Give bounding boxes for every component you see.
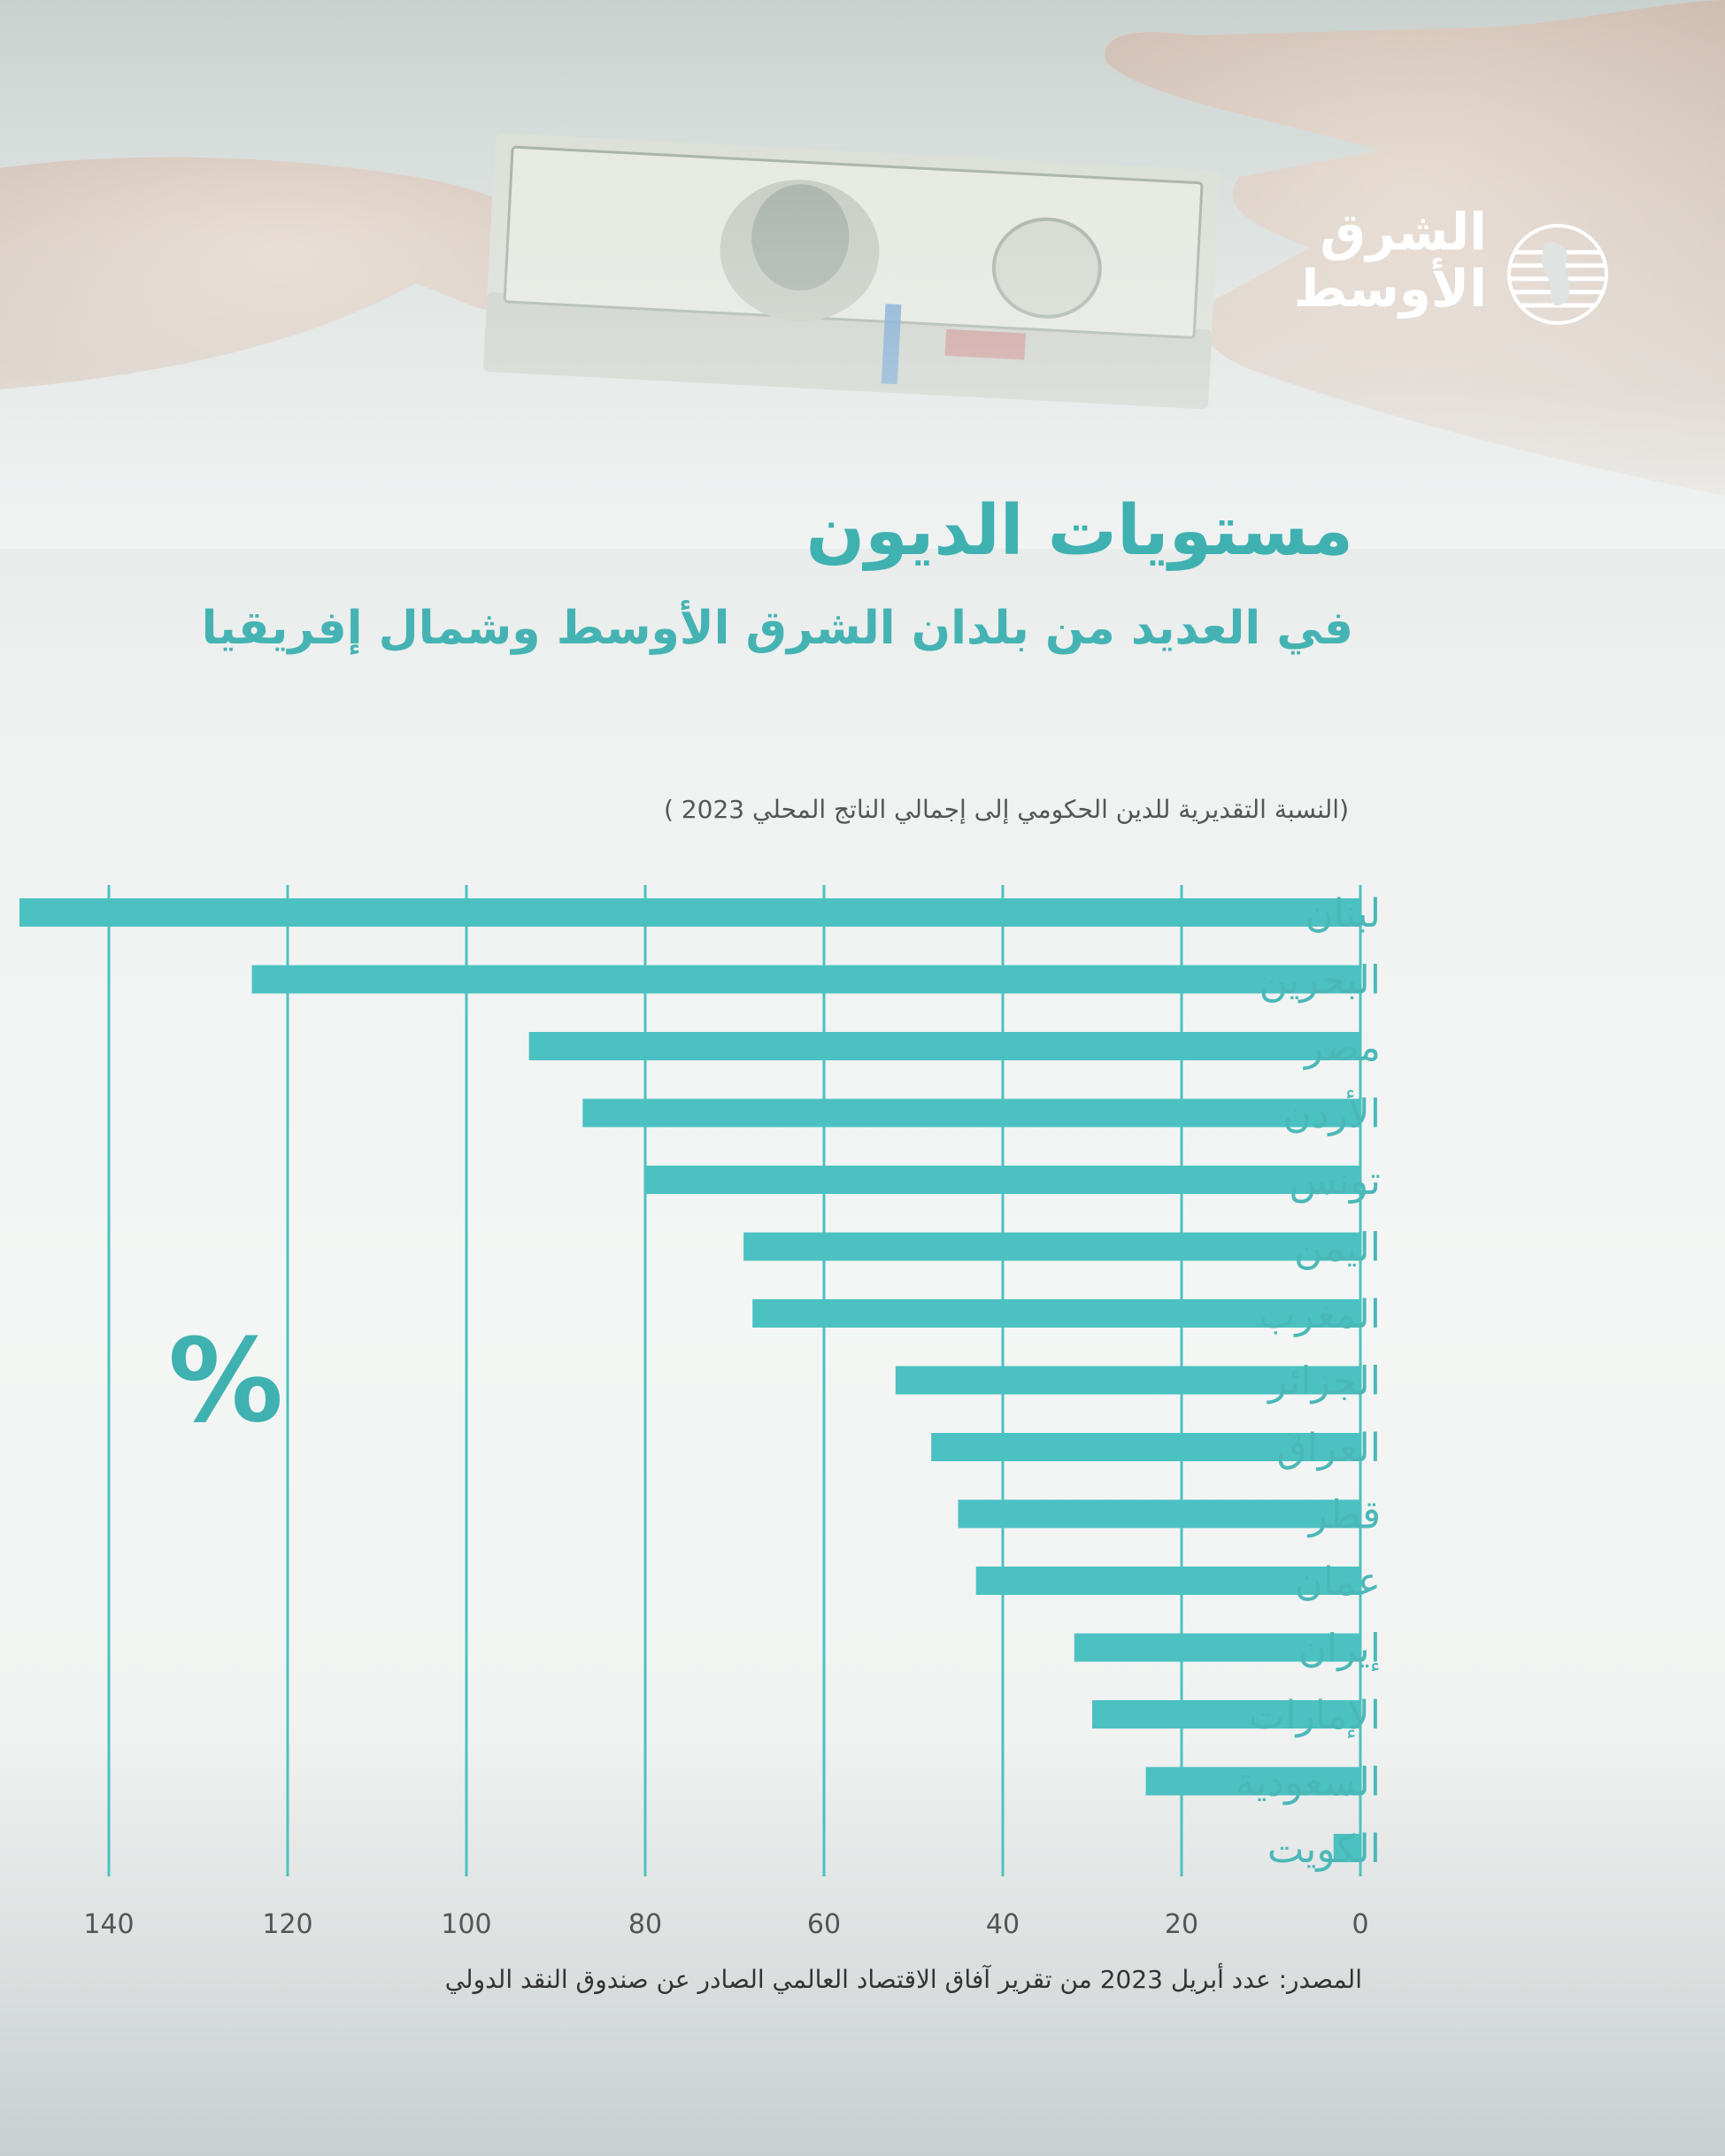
brand-logo: الشرق الأوسط [1274,204,1611,345]
x-tick-label: 60 [807,1909,841,1940]
category-label: مصر [1303,1025,1381,1070]
bar [958,1499,1360,1528]
unit-label: % [168,1313,283,1448]
bar [645,1166,1360,1194]
x-tick-label: 120 [262,1909,312,1940]
bar [1074,1633,1360,1662]
x-tick-label: 20 [1165,1909,1198,1940]
bar [528,1032,1360,1060]
bar [1092,1700,1360,1729]
category-label: المغرب [1259,1292,1381,1337]
bar [1145,1767,1360,1796]
chart-axis-note: (النسبة التقديرية للدين الحكومي إلى إجما… [663,795,1349,824]
bar [752,1299,1360,1328]
category-label: قطر [1307,1493,1381,1538]
x-tick-label: 0 [1352,1909,1368,1940]
category-label: البحرين [1259,959,1381,1004]
page-title: مستويات الديون [805,491,1353,571]
x-tick-label: 40 [986,1909,1020,1940]
category-label: الكويت [1267,1827,1381,1872]
category-label: لبنان [1305,891,1381,936]
category-label: عمان [1295,1559,1381,1605]
money-exchange-photo [0,0,1725,549]
bar [582,1098,1360,1128]
category-label: إيران [1298,1627,1381,1672]
category-label: العراق [1277,1426,1382,1471]
bar [931,1433,1360,1461]
logo-wordmark: الشرق الأوسط [1293,202,1487,319]
category-label: الإمارات [1249,1693,1381,1738]
category-label: تونس [1290,1159,1381,1204]
bar [19,898,1360,927]
bar [251,965,1361,994]
category-label: الجزائر [1267,1359,1381,1405]
category-label: اليمن [1294,1226,1381,1271]
x-tick-label: 100 [441,1909,491,1940]
globe-icon [1507,224,1608,325]
page-subtitle: في العديد من بلدان الشرق الأوسط وشمال إف… [201,602,1353,655]
bar [975,1567,1360,1595]
bar [743,1232,1360,1261]
bar [895,1366,1360,1395]
x-tick-label: 80 [628,1909,662,1940]
category-label: السعودية [1236,1760,1381,1806]
source-note: المصدر: عدد أبريل 2023 من تقرير آفاق الا… [444,1965,1362,1994]
bar [1333,1834,1360,1862]
x-tick-label: 140 [83,1909,134,1940]
category-label: الأردن [1283,1090,1381,1137]
